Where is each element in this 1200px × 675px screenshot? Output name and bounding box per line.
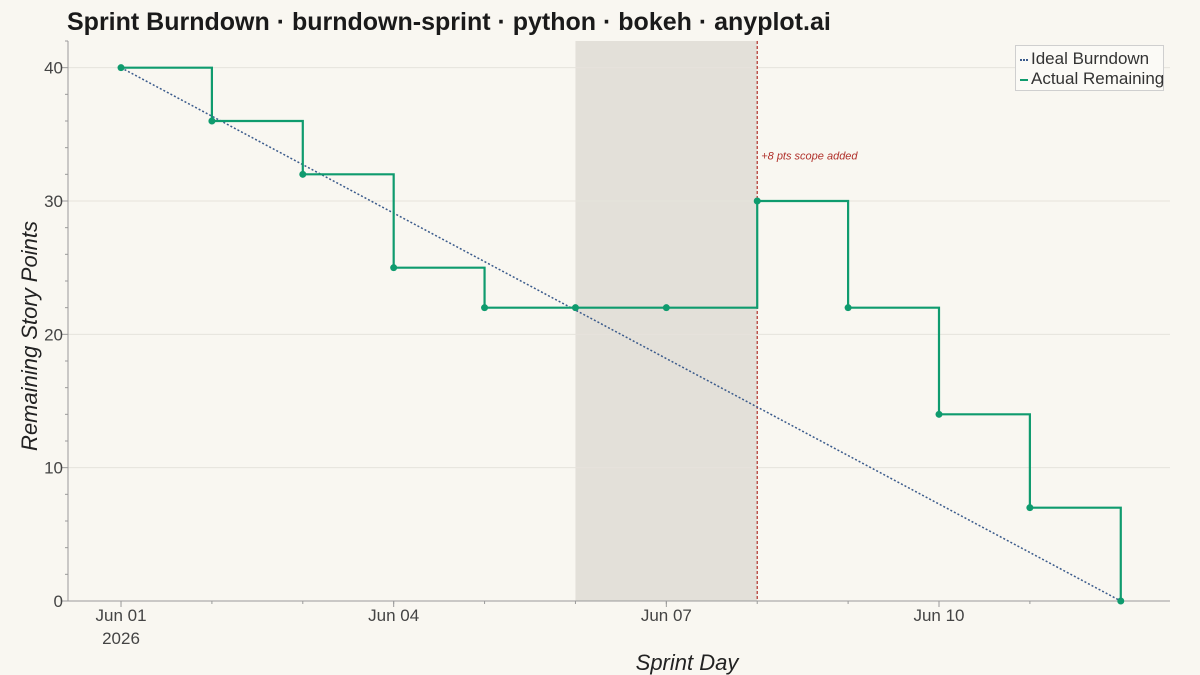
x-tick-label-2026-06-07: Jun 07 <box>641 606 692 625</box>
x-tick-sublabel-2026-06-01: 2026 <box>102 629 140 648</box>
y-tick-label-30: 30 <box>44 192 63 211</box>
legend-swatch-actual <box>1020 78 1028 81</box>
y-tick-label-40: 40 <box>44 59 63 78</box>
actual-point-2026-06-06 <box>571 304 579 312</box>
legend-swatch-ideal <box>1020 58 1028 61</box>
y-tick-label-10: 10 <box>44 459 63 478</box>
y-tick-label-0: 0 <box>54 592 63 611</box>
actual-point-2026-06-05 <box>481 304 489 312</box>
ideal-burndown-line <box>120 67 1122 602</box>
legend-label-ideal: Ideal Burndown <box>1031 49 1150 68</box>
legend-label-actual: Actual Remaining <box>1031 69 1165 88</box>
actual-point-2026-06-09 <box>844 304 852 312</box>
actual-point-2026-06-01 <box>117 64 125 72</box>
scope-change-annotation: +8 pts scope added <box>761 151 858 163</box>
shaded-region <box>575 41 758 601</box>
chart-title: Sprint Burndown · burndown-sprint · pyth… <box>67 8 831 36</box>
legend-item-actual[interactable]: Actual Remaining <box>1020 69 1164 89</box>
y-tick-label-20: 20 <box>44 325 63 344</box>
x-axis-label: Sprint Day <box>636 650 741 675</box>
actual-point-2026-06-03 <box>299 170 307 178</box>
actual-point-2026-06-02 <box>208 117 216 125</box>
y-axis-label: Remaining Story Points <box>17 221 42 451</box>
actual-point-2026-06-08 <box>753 197 761 205</box>
actual-point-2026-06-07 <box>662 304 670 312</box>
x-tick-label-2026-06-10: Jun 10 <box>913 606 964 625</box>
actual-point-2026-06-12 <box>1117 597 1125 605</box>
legend-item-ideal[interactable]: Ideal Burndown <box>1020 49 1149 69</box>
x-tick-label-2026-06-04: Jun 04 <box>368 606 419 625</box>
actual-point-2026-06-04 <box>390 264 398 272</box>
actual-point-2026-06-11 <box>1026 504 1034 512</box>
actual-point-2026-06-10 <box>935 410 943 418</box>
legend[interactable]: Ideal Burndown Actual Remaining <box>1015 45 1164 91</box>
x-tick-label-2026-06-01: Jun 01 <box>95 606 146 625</box>
